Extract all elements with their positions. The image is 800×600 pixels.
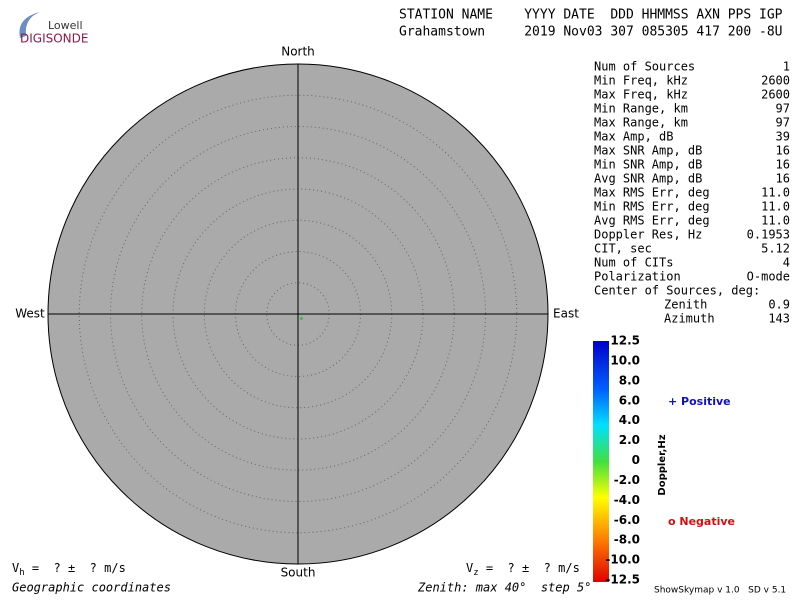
stat-value: 16	[776, 158, 790, 172]
logo-swoosh	[19, 12, 40, 38]
west-label: West	[15, 307, 45, 321]
stat-value: 16	[776, 172, 790, 186]
vh-text: = ? ± ? m/s	[25, 561, 126, 575]
colorbar-tick-label: 0	[632, 453, 640, 467]
stat-value: 0.1953	[747, 228, 790, 242]
stat-value: 97	[776, 116, 790, 130]
stat-value: 11.0	[761, 200, 790, 214]
stat-value: 97	[776, 102, 790, 116]
center-title: Center of Sources, deg:	[594, 284, 760, 298]
colorbar-title: Doppler,Hz	[657, 434, 668, 495]
vh-sub: h	[19, 568, 24, 578]
vz-symbol: V	[466, 561, 473, 575]
stat-value: O-mode	[747, 270, 790, 284]
logo-lowell: Lowell	[48, 19, 83, 32]
colorbar-tick-label: 4.0	[619, 413, 640, 427]
stat-label: Num of CITs	[594, 256, 673, 270]
azimuth-value: 143	[768, 312, 790, 326]
colorbar-tick-label: 10.0	[610, 353, 640, 367]
colorbar-tick-label: 8.0	[619, 373, 640, 387]
stat-label: Avg RMS Err, deg	[594, 214, 710, 228]
colorbar-tick-label: 6.0	[619, 393, 640, 407]
stat-label: Min Range, km	[594, 102, 688, 116]
stat-label: Max Range, km	[594, 116, 688, 130]
legend-negative: o Negative	[668, 515, 735, 528]
colorbar-tick-label: -6.0	[614, 513, 640, 527]
colorbar-tick-label: -4.0	[614, 493, 640, 507]
stat-label: Max Freq, kHz	[594, 88, 688, 102]
vz-sub: z	[473, 568, 478, 578]
colorbar-tick-label: -12.5	[605, 573, 640, 587]
stat-label: Max SNR Amp, dB	[594, 144, 702, 158]
zenith-value: 0.9	[768, 298, 790, 312]
zenith-label: Zenith: max 40° step 5°	[417, 581, 591, 595]
stat-value: 2600	[761, 88, 790, 102]
stats-panel: Num of Sources 1 Min Freq, kHz 2600 Max Freq…	[594, 60, 790, 326]
azimuth-label: Azimuth	[664, 312, 715, 326]
stat-value: 4	[783, 256, 790, 270]
stat-label: Max Amp, dB	[594, 130, 673, 144]
east-label: East	[553, 307, 579, 321]
colorbar-ticks: 12.5 10.0 8.0 6.0 4.0 2.0 0 -2.0 -4.0 -6.0 -8.0 -10…	[605, 334, 640, 587]
colorbar-tick-label: -2.0	[614, 473, 640, 487]
colorbar-tick-label: -8.0	[614, 533, 640, 547]
stat-label: Polarization	[594, 270, 681, 284]
stat-label: Doppler Res, Hz	[594, 228, 702, 242]
vh-symbol: V	[12, 561, 19, 575]
stat-value: 11.0	[761, 214, 790, 228]
vh-label: Vh = ? ± ? m/s	[12, 561, 126, 578]
header-values: Grahamstown 2019 Nov03 307 085305 417 20…	[399, 25, 783, 40]
stat-value: 16	[776, 144, 790, 158]
colorbar	[593, 341, 609, 582]
version-label: ShowSkymap v 1.0 SD v 5.1	[654, 586, 786, 596]
legend-positive: + Positive	[668, 395, 731, 408]
stat-label: Max RMS Err, deg	[594, 186, 710, 200]
zenith-label: Zenith	[664, 298, 707, 312]
stat-value: 11.0	[761, 186, 790, 200]
colorbar-tick-label: 2.0	[619, 433, 640, 447]
stat-label: Avg SNR Amp, dB	[594, 172, 702, 186]
coords-label: Geographic coordinates	[12, 581, 171, 595]
source-point	[299, 316, 303, 320]
stat-value: 39	[776, 130, 790, 144]
stat-label: Min RMS Err, deg	[594, 200, 710, 214]
south-label: South	[281, 566, 316, 580]
stat-label: Min SNR Amp, dB	[594, 158, 702, 172]
stat-value: 1	[783, 60, 790, 74]
stat-label: Min Freq, kHz	[594, 74, 688, 88]
logo-digisonde: DIGISONDE	[20, 32, 88, 46]
stat-value: 2600	[761, 74, 790, 88]
colorbar-tick-label: -10.0	[605, 553, 640, 567]
stat-label: CIT, sec	[594, 242, 652, 256]
vz-text: = ? ± ? m/s	[479, 561, 580, 575]
vz-label: Vz = ? ± ? m/s	[466, 561, 580, 578]
north-label: North	[281, 45, 315, 59]
header-labels: STATION NAME YYYY DATE DDD HHMMSS AXN PP…	[399, 8, 783, 23]
stat-label: Num of Sources	[594, 60, 695, 74]
stat-value: 5.12	[761, 242, 790, 256]
colorbar-tick-label: 12.5	[610, 334, 640, 348]
